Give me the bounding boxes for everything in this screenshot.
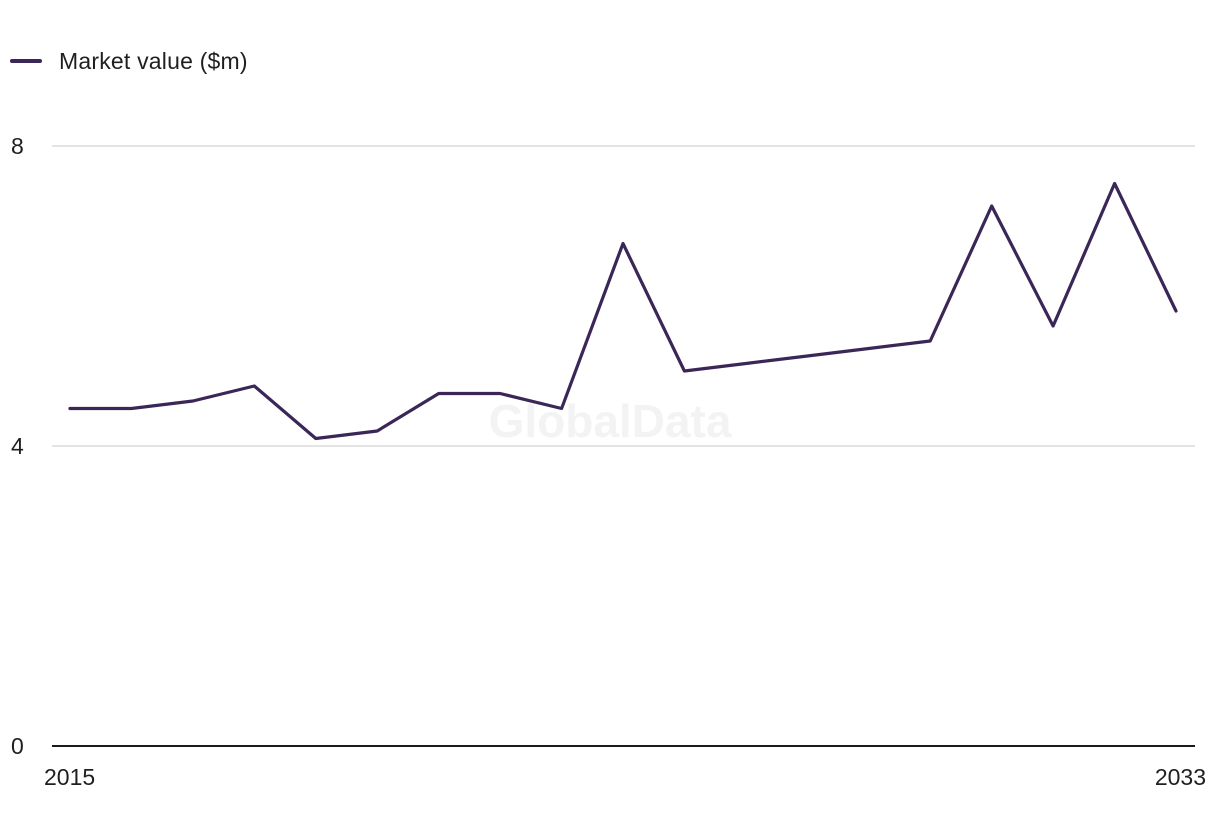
series-line-0 [68,181,1178,441]
y-tick-label-0: 0 [11,733,24,759]
watermark: GlobalData [489,395,732,447]
y-tick-label-8: 8 [11,133,24,159]
grid-lines [52,145,1195,747]
chart-legend: Market value ($m) [10,44,248,78]
legend-label: Market value ($m) [59,47,248,74]
series-lines [68,181,1178,441]
x-tick-label-end: 2033 [1155,764,1206,790]
x-tick-label-start: 2015 [44,764,95,790]
y-tick-label-4: 4 [11,433,24,459]
tick-labels: 0 4 8 2015 2033 [11,133,1206,790]
legend-line-swatch [10,59,42,63]
